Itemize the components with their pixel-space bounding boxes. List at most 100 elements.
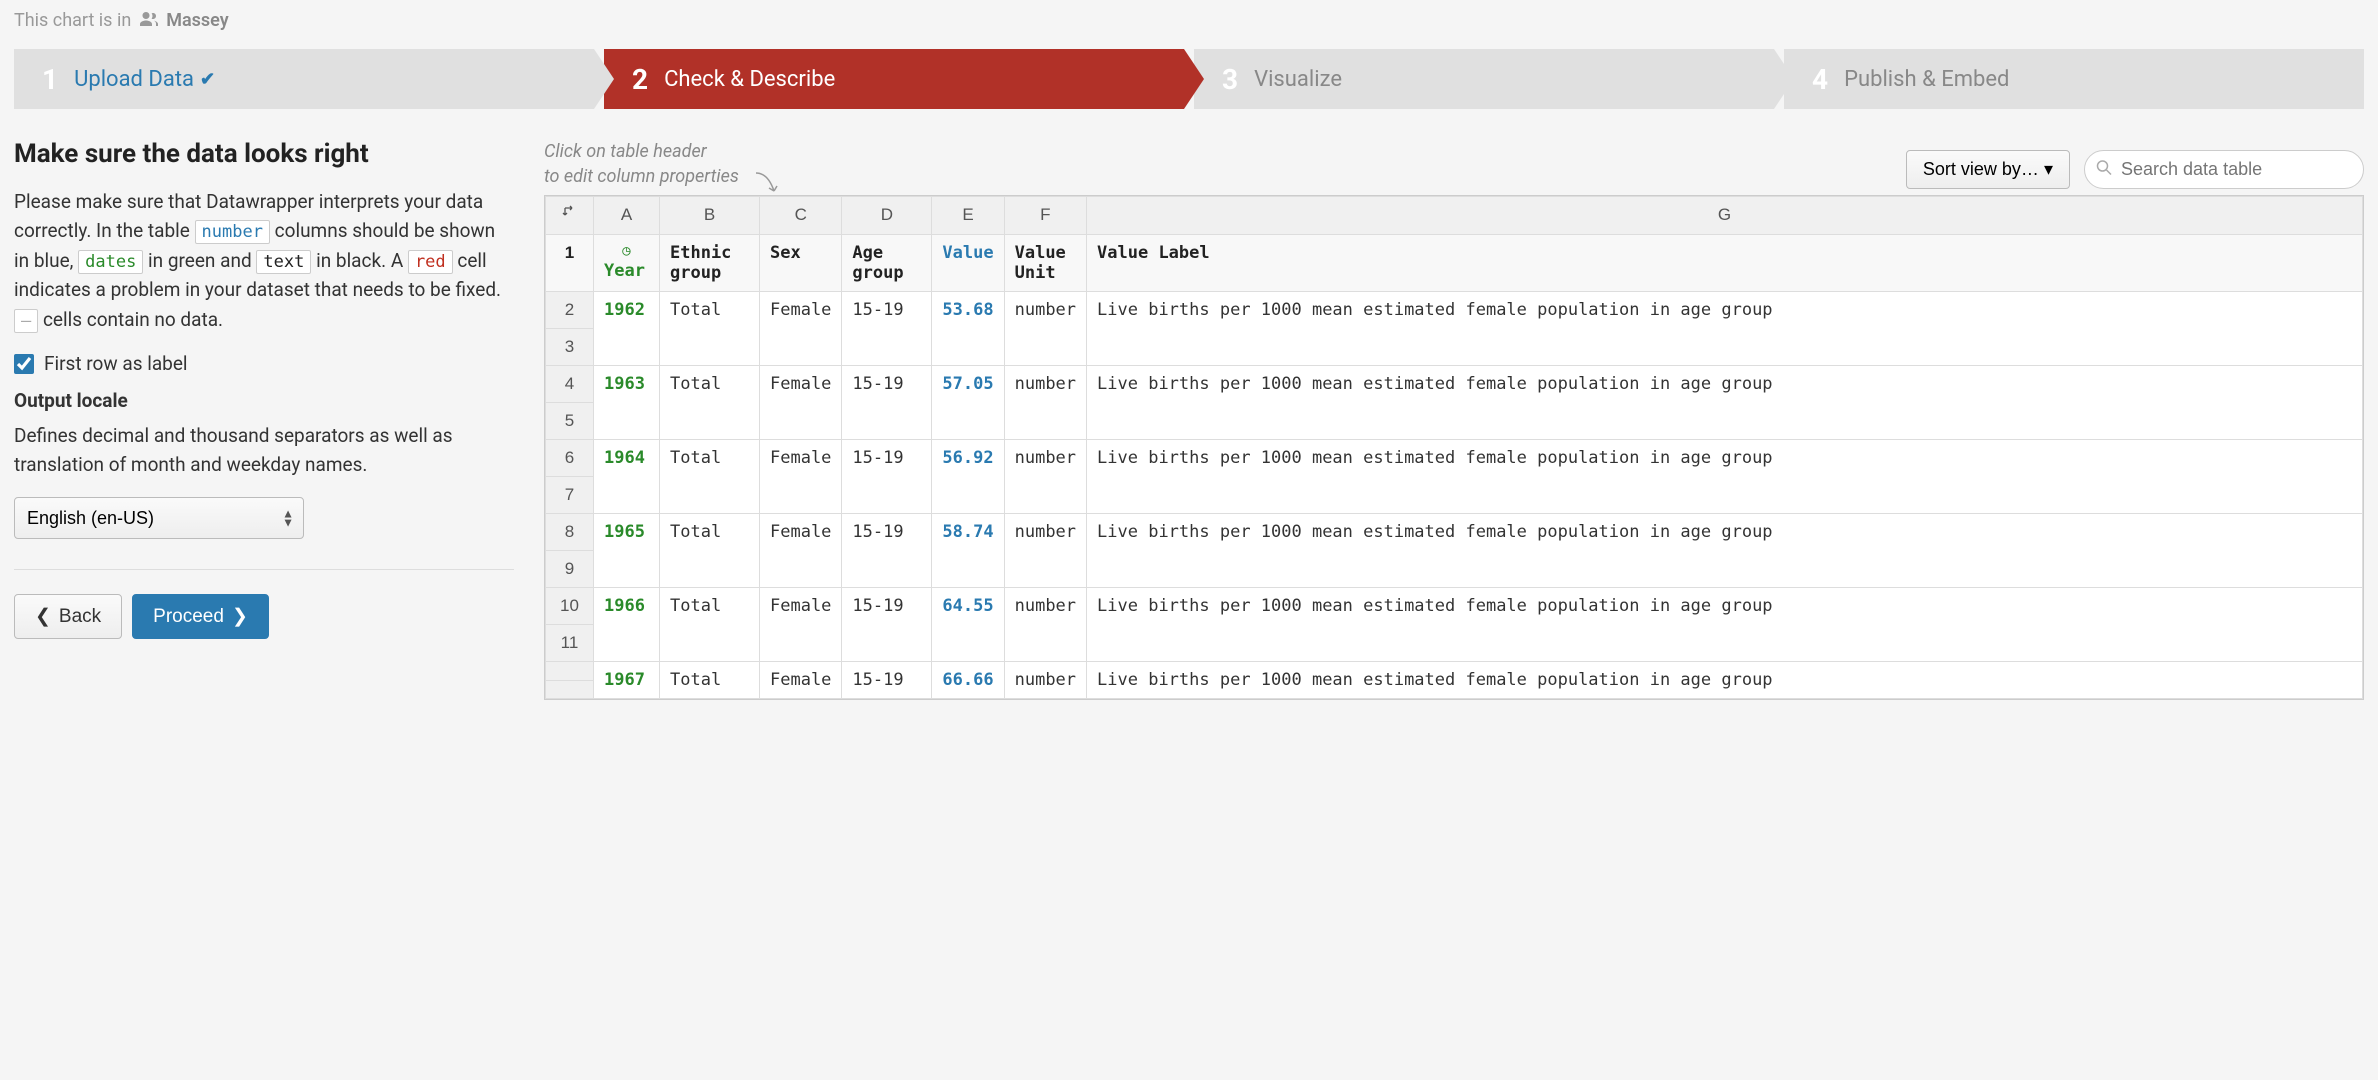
transpose-corner[interactable] xyxy=(546,197,594,235)
table-row: 61964TotalFemale15-1956.92numberLive bir… xyxy=(546,440,2363,477)
cell-label[interactable]: Live births per 1000 mean estimated fema… xyxy=(1087,588,2363,662)
chip-empty: — xyxy=(14,309,38,333)
cell-year[interactable]: 1966 xyxy=(594,588,660,662)
proceed-button[interactable]: Proceed ❯ xyxy=(132,594,269,639)
cell-ethnic[interactable]: Total xyxy=(660,292,760,366)
row-number[interactable]: 4 xyxy=(546,366,594,403)
cell-ethnic[interactable]: Total xyxy=(660,588,760,662)
table-row: 41963TotalFemale15-1957.05numberLive bir… xyxy=(546,366,2363,403)
col-header-D[interactable]: D xyxy=(842,197,932,235)
cell-label[interactable]: Live births per 1000 mean estimated fema… xyxy=(1087,366,2363,440)
cell-value[interactable]: 66.66 xyxy=(932,662,1004,699)
row-number[interactable]: 10 xyxy=(546,588,594,625)
header-cell[interactable]: Age group xyxy=(842,235,932,292)
cell-year[interactable]: 1962 xyxy=(594,292,660,366)
cell-label[interactable]: Live births per 1000 mean estimated fema… xyxy=(1087,292,2363,366)
caret-down-icon: ▾ xyxy=(2044,159,2053,179)
cell-label[interactable]: Live births per 1000 mean estimated fema… xyxy=(1087,440,2363,514)
step-check-describe[interactable]: 2 Check & Describe xyxy=(604,49,1184,109)
first-row-as-label[interactable]: First row as label xyxy=(14,352,514,375)
cell-age[interactable]: 15-19 xyxy=(842,292,932,366)
cell-sex[interactable]: Female xyxy=(760,662,842,699)
cell-value[interactable]: 64.55 xyxy=(932,588,1004,662)
cell-year[interactable]: 1963 xyxy=(594,366,660,440)
cell-value[interactable]: 56.92 xyxy=(932,440,1004,514)
locale-select[interactable]: English (en-US) xyxy=(14,497,304,539)
wizard-steps: 1 Upload Data ✔ 2 Check & Describe 3 Vis… xyxy=(14,49,2364,109)
first-row-checkbox[interactable] xyxy=(14,354,34,374)
header-cell-year[interactable]: ◷Year xyxy=(594,235,660,292)
row-number[interactable] xyxy=(546,680,594,699)
cell-sex[interactable]: Female xyxy=(760,366,842,440)
cell-unit[interactable]: number xyxy=(1004,366,1086,440)
cell-year[interactable]: 1965 xyxy=(594,514,660,588)
cell-unit[interactable]: number xyxy=(1004,588,1086,662)
col-header-G[interactable]: G xyxy=(1087,197,2363,235)
cell-ethnic[interactable]: Total xyxy=(660,366,760,440)
col-header-A[interactable]: A xyxy=(594,197,660,235)
row-number[interactable]: 2 xyxy=(546,292,594,329)
header-cell[interactable]: Value Label xyxy=(1087,235,2363,292)
cell-year[interactable]: 1967 xyxy=(594,662,660,699)
col-header-B[interactable]: B xyxy=(660,197,760,235)
col-header-E[interactable]: E xyxy=(932,197,1004,235)
team-name[interactable]: Massey xyxy=(166,10,228,31)
header-cell[interactable]: Value Unit xyxy=(1004,235,1086,292)
data-table-container[interactable]: A B C D E F G 1◷YearEthnic groupSexAge g… xyxy=(544,195,2364,700)
cell-unit[interactable]: number xyxy=(1004,440,1086,514)
cell-age[interactable]: 15-19 xyxy=(842,662,932,699)
transpose-icon xyxy=(562,205,578,221)
locale-select-wrap[interactable]: English (en-US) ▲▼ xyxy=(14,497,304,539)
search-input[interactable] xyxy=(2084,150,2364,189)
cell-age[interactable]: 15-19 xyxy=(842,366,932,440)
cell-unit[interactable]: number xyxy=(1004,514,1086,588)
cell-sex[interactable]: Female xyxy=(760,292,842,366)
header-cell[interactable]: Sex xyxy=(760,235,842,292)
cell-ethnic[interactable]: Total xyxy=(660,440,760,514)
row-number[interactable]: 8 xyxy=(546,514,594,551)
locale-help-text: Defines decimal and thousand separators … xyxy=(14,422,514,479)
col-header-C[interactable]: C xyxy=(760,197,842,235)
cell-label[interactable]: Live births per 1000 mean estimated fema… xyxy=(1087,514,2363,588)
row-number[interactable]: 7 xyxy=(546,477,594,514)
step-upload-data[interactable]: 1 Upload Data ✔ xyxy=(14,49,594,109)
chip-text: text xyxy=(256,250,311,274)
cell-age[interactable]: 15-19 xyxy=(842,588,932,662)
cell-ethnic[interactable]: Total xyxy=(660,514,760,588)
row-number[interactable]: 11 xyxy=(546,625,594,662)
cell-ethnic[interactable]: Total xyxy=(660,662,760,699)
search-icon xyxy=(2096,159,2112,180)
header-cell[interactable]: Ethnic group xyxy=(660,235,760,292)
back-button[interactable]: ❮ Back xyxy=(14,594,122,639)
cell-value[interactable]: 58.74 xyxy=(932,514,1004,588)
row-number[interactable]: 6 xyxy=(546,440,594,477)
cell-label[interactable]: Live births per 1000 mean estimated fema… xyxy=(1087,662,2363,699)
row-number[interactable]: 3 xyxy=(546,329,594,366)
divider xyxy=(14,569,514,570)
chevron-right-icon: ❯ xyxy=(232,605,248,628)
cell-sex[interactable]: Female xyxy=(760,588,842,662)
sort-view-button[interactable]: Sort view by… ▾ xyxy=(1906,150,2070,189)
row-number[interactable]: 9 xyxy=(546,551,594,588)
cell-sex[interactable]: Female xyxy=(760,440,842,514)
chip-number: number xyxy=(195,220,270,244)
cell-sex[interactable]: Female xyxy=(760,514,842,588)
cell-year[interactable]: 1964 xyxy=(594,440,660,514)
cell-unit[interactable]: number xyxy=(1004,662,1086,699)
cell-unit[interactable]: number xyxy=(1004,292,1086,366)
cell-value[interactable]: 53.68 xyxy=(932,292,1004,366)
step-visualize[interactable]: 3 Visualize xyxy=(1194,49,1774,109)
row-number[interactable] xyxy=(546,662,594,681)
cell-age[interactable]: 15-19 xyxy=(842,440,932,514)
row-number[interactable]: 1 xyxy=(546,235,594,292)
clock-icon: ◷ xyxy=(604,243,649,259)
chart-location-breadcrumb: This chart is in Massey xyxy=(14,10,2364,31)
instructions-text: Please make sure that Datawrapper interp… xyxy=(14,187,514,334)
row-number[interactable]: 5 xyxy=(546,403,594,440)
cell-value[interactable]: 57.05 xyxy=(932,366,1004,440)
table-row: 1◷YearEthnic groupSexAge groupValueValue… xyxy=(546,235,2363,292)
step-publish-embed[interactable]: 4 Publish & Embed xyxy=(1784,49,2364,109)
header-cell[interactable]: Value xyxy=(932,235,1004,292)
cell-age[interactable]: 15-19 xyxy=(842,514,932,588)
col-header-F[interactable]: F xyxy=(1004,197,1086,235)
